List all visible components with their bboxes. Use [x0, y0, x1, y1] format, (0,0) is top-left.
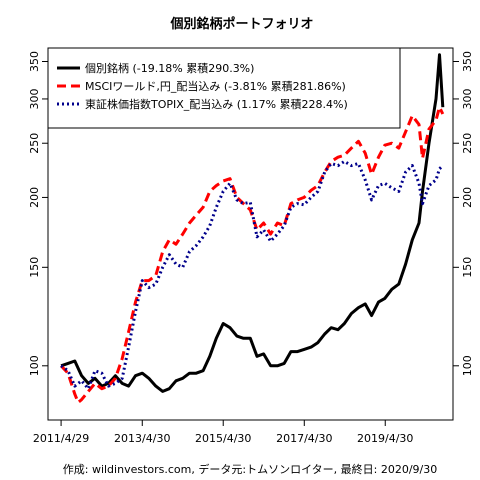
- y-tick-label-right: 300: [461, 88, 474, 109]
- y-tick-label-left: 350: [28, 51, 41, 72]
- y-tick-label-right: 350: [461, 51, 474, 72]
- x-tick-label: 2011/4/29: [33, 432, 89, 445]
- y-tick-label-right: 150: [461, 257, 474, 278]
- x-tick-label: 2019/4/30: [357, 432, 413, 445]
- y-tick-label-left: 200: [28, 187, 41, 208]
- x-tick-label: 2017/4/30: [276, 432, 332, 445]
- series-line-3: [60, 159, 444, 391]
- axes: 100 100 150 150 200 200 250 250 300 300 350 350 2011…: [28, 51, 474, 445]
- y-tick-label-left: 250: [28, 133, 41, 154]
- plot-area: [60, 53, 445, 404]
- y-tick-label-right: 200: [461, 187, 474, 208]
- legend-label-1: 個別銘柄 (-19.18% 累積290.3%): [85, 61, 254, 75]
- y-tick-label-right: 100: [461, 355, 474, 376]
- legend: 個別銘柄 (-19.18% 累積290.3%) MSCIワールド,円_配当込み (…: [47, 47, 401, 129]
- series-line-1: [60, 53, 445, 393]
- legend-label-3: 東証株価指数TOPIX_配当込み (1.17% 累積228.4%): [85, 97, 348, 111]
- series-line-2: [60, 105, 445, 404]
- y-tick-label-right: 250: [461, 133, 474, 154]
- x-tick-label: 2015/4/30: [195, 432, 251, 445]
- chart-caption: 作成: wildinvestors.com, データ元:トムソンロイター, 最終…: [63, 462, 437, 476]
- legend-box: [47, 47, 401, 129]
- y-tick-label-left: 100: [28, 355, 41, 376]
- x-tick-label: 2013/4/30: [114, 432, 170, 445]
- chart-title: 個別銘柄ポートフォリオ: [169, 16, 313, 32]
- y-tick-label-left: 150: [28, 257, 41, 278]
- legend-label-2: MSCIワールド,円_配当込み (-3.81% 累積281.86%): [85, 79, 346, 93]
- y-tick-label-left: 300: [28, 88, 41, 109]
